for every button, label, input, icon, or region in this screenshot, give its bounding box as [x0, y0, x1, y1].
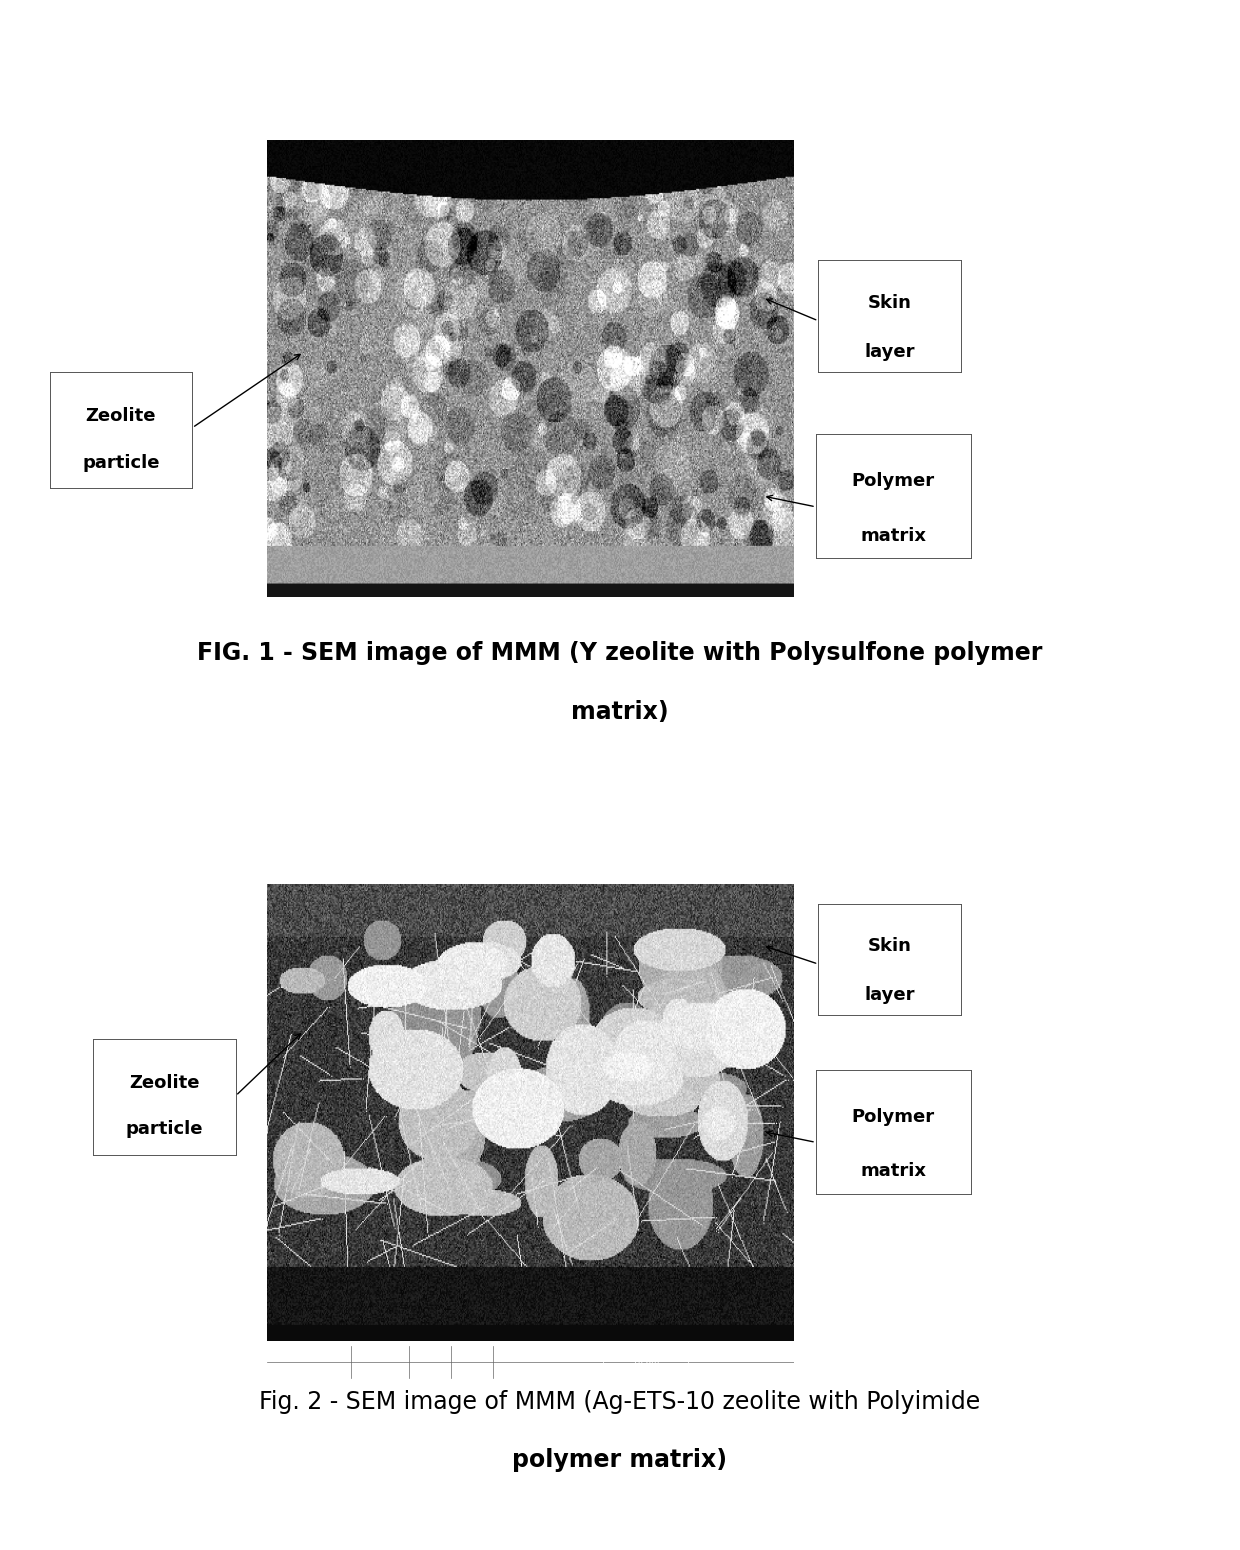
- Text: Polymer: Polymer: [852, 473, 935, 490]
- Text: matrix: matrix: [861, 527, 926, 544]
- Text: layer: layer: [864, 986, 915, 1004]
- Text: |———|: |———|: [289, 625, 317, 634]
- Text: Skin: Skin: [868, 938, 911, 955]
- Text: WD = 4 mm: WD = 4 mm: [414, 625, 461, 634]
- Text: Det: Det: [466, 1350, 479, 1356]
- Text: HV: HV: [283, 1350, 293, 1356]
- Text: Photo No. = 5398: Photo No. = 5398: [557, 625, 624, 634]
- Text: Zeolite: Zeolite: [86, 408, 156, 425]
- Text: 20 kV: 20 kV: [278, 1367, 298, 1373]
- Text: FIG. 1 - SEM image of MMM (Y zeolite with Polysulfone polymer: FIG. 1 - SEM image of MMM (Y zeolite wit…: [197, 640, 1043, 665]
- Text: |——— 10 μm ———|: |——— 10 μm ———|: [603, 1358, 689, 1366]
- Text: 20μm: 20μm: [293, 608, 315, 617]
- Text: matrix: matrix: [861, 1162, 926, 1180]
- Text: SE: SE: [467, 1367, 476, 1373]
- Text: EHT = 2.00 kV: EHT = 2.00 kV: [414, 608, 470, 617]
- Text: 10.6 mm: 10.6 mm: [414, 1367, 445, 1373]
- Text: Signal A = InLens: Signal A = InLens: [557, 608, 624, 617]
- Text: particle: particle: [82, 454, 160, 471]
- Text: Zeolite: Zeolite: [129, 1074, 200, 1091]
- Text: Fig. 2 - SEM image of MMM (Ag-ETS-10 zeolite with Polyimide: Fig. 2 - SEM image of MMM (Ag-ETS-10 zeo…: [259, 1390, 981, 1414]
- Text: polymer matrix): polymer matrix): [512, 1448, 728, 1472]
- Text: Date 14 Oct 2015: Date 14 Oct 2015: [699, 608, 766, 617]
- Text: layer: layer: [864, 343, 915, 361]
- Text: WD: WD: [424, 1350, 436, 1356]
- Text: Mag: Mag: [370, 1350, 384, 1356]
- Text: matrix): matrix): [572, 701, 668, 724]
- Text: Spot: Spot: [498, 1350, 515, 1356]
- Text: 4: 4: [505, 1367, 508, 1373]
- Text: Time : 12:16:52: Time : 12:16:52: [699, 625, 759, 634]
- Text: Polymer: Polymer: [852, 1108, 935, 1125]
- Text: 2000 x: 2000 x: [365, 1367, 389, 1373]
- Text: particle: particle: [125, 1121, 203, 1138]
- Text: Skin: Skin: [868, 294, 911, 312]
